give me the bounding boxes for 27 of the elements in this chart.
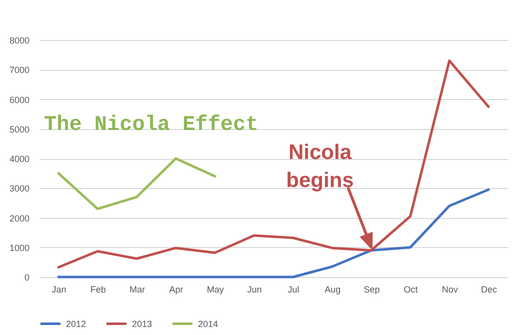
line-series — [57, 157, 216, 210]
x-tick-label: Mar — [129, 284, 145, 294]
annotation: Nicola begins — [286, 141, 354, 192]
legend-label: 2012 — [66, 318, 86, 329]
annotation: The Nicola Effect — [44, 114, 258, 137]
x-tick-label: Sep — [364, 284, 380, 294]
y-tick-label: 6000 — [9, 94, 30, 105]
x-tick-label: Jan — [52, 284, 66, 294]
y-tick-label: 7000 — [9, 65, 30, 76]
y-tick-label: 1000 — [9, 242, 30, 253]
x-tick-label: Dec — [480, 284, 498, 294]
legend-label: 2014 — [198, 318, 218, 329]
y-tick-label: 8000 — [9, 36, 30, 46]
x-tick-label: Aug — [324, 284, 341, 294]
y-tick-label: 3000 — [9, 184, 30, 194]
x-tick-label: Feb — [90, 284, 106, 294]
x-tick-label: Oct — [404, 284, 418, 294]
x-tick-label: Jun — [247, 284, 262, 294]
x-tick-label: Apr — [169, 284, 184, 294]
x-tick-label: Jul — [288, 284, 300, 294]
x-tick-label: May — [206, 284, 224, 294]
y-tick-label: 2000 — [9, 213, 30, 224]
legend-label: 2013 — [132, 318, 152, 329]
y-tick-label: 5000 — [9, 124, 30, 134]
y-tick-label: 4000 — [9, 154, 30, 164]
x-tick-label: Nov — [442, 284, 458, 294]
y-tick-label: 0 — [24, 272, 30, 282]
